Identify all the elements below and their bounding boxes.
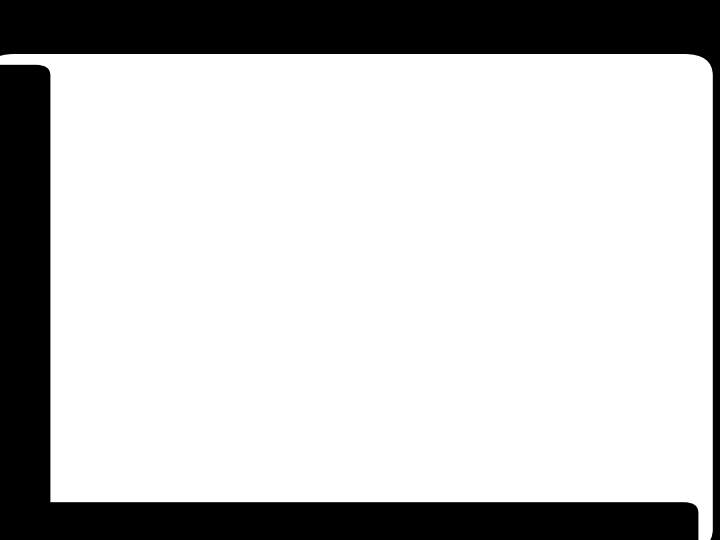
Polygon shape xyxy=(291,323,322,339)
Text: Scale 1 cm : 5 N: Scale 1 cm : 5 N xyxy=(140,287,276,305)
Text: 4 cm: 4 cm xyxy=(255,285,300,303)
Text: 45°: 45° xyxy=(333,338,362,356)
Text: We denote a vector with an arrow to indicate its direction.: We denote a vector with an arrow to indi… xyxy=(145,434,671,452)
Text: A Vector Diagram: A Vector Diagram xyxy=(270,119,490,139)
Text: Let’s represent a force of 20 N that acts in the direction of
45° North of East.: Let’s represent a force of 20 N that act… xyxy=(145,167,671,211)
Text: 3.3 Vector Diagrams: 3.3 Vector Diagrams xyxy=(112,71,415,97)
Text: N: N xyxy=(517,209,534,228)
